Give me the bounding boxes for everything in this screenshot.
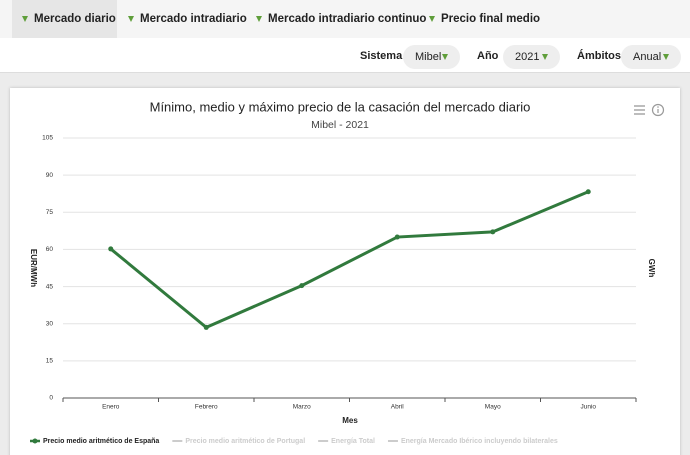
chart-card (10, 88, 680, 455)
y-tick-label: 45 (46, 283, 54, 290)
tab-arrow (256, 16, 262, 22)
y-tick-label: 75 (46, 209, 54, 216)
legend-label[interactable]: Energía Mercado Ibérico incluyendo bilat… (401, 438, 558, 445)
tab[interactable]: Mercado diario (12, 0, 117, 38)
tab-label[interactable]: Precio final medio (441, 13, 541, 25)
menu-icon[interactable] (634, 105, 645, 115)
chart-title: Mínimo, medio y máximo precio de la casa… (150, 99, 531, 114)
filter-label: Ámbitos (577, 50, 621, 62)
x-axis-label: Mes (342, 416, 358, 425)
tab[interactable]: Mercado intradiario continuo (246, 0, 426, 38)
tab-arrow (22, 16, 28, 22)
select-arrow (442, 54, 448, 60)
x-tick-label: Febrero (195, 404, 218, 411)
x-tick-label: Marzo (293, 404, 311, 411)
filter-select[interactable]: Mibel (403, 45, 460, 69)
y-axis-label: EUR/MWh (29, 249, 38, 287)
data-point (394, 234, 400, 240)
y-tick-label: 105 (42, 135, 53, 142)
tab-arrow (128, 16, 134, 22)
tab-bar: Mercado diario Mercado intradiario Merca… (0, 0, 690, 38)
series-line (109, 190, 589, 330)
chart-subtitle: Mibel - 2021 (311, 119, 369, 131)
legend-label[interactable]: Precio medio aritmético de España (43, 438, 159, 445)
legend-label[interactable]: Precio medio aritmético de Portugal (185, 438, 305, 445)
y-tick-label: 60 (46, 246, 54, 253)
tab-arrow (429, 16, 435, 22)
y-tick-label: 15 (46, 358, 54, 365)
filter-value[interactable]: Anual (633, 51, 662, 63)
y-tick-label: 0 (49, 395, 53, 402)
legend-swatch (32, 438, 38, 444)
tab-label[interactable]: Mercado diario (34, 13, 116, 25)
data-point (203, 324, 209, 330)
x-tick-label: Junio (580, 404, 596, 411)
data-point (585, 189, 591, 195)
info-icon[interactable] (651, 103, 665, 117)
y-tick-label: 30 (46, 320, 54, 327)
data-point (299, 283, 305, 289)
filter-bar (0, 38, 690, 73)
x-tick-label: Abril (391, 404, 405, 411)
tab-label[interactable]: Mercado intradiario continuo (268, 13, 427, 25)
select-arrow (542, 54, 548, 60)
y-tick-label: 90 (46, 172, 54, 179)
select-arrow (663, 54, 669, 60)
tab-label[interactable]: Mercado intradiario (140, 13, 247, 25)
x-tick-label: Mayo (485, 404, 501, 411)
tab[interactable]: Precio final medio (419, 0, 540, 38)
filter-label: Sistema (360, 50, 403, 62)
data-point (108, 246, 114, 252)
filter-select[interactable]: Anual (621, 45, 681, 69)
filter-select[interactable]: 2021 (503, 45, 560, 69)
x-tick-label: Enero (102, 404, 120, 411)
filter-value[interactable]: Mibel (415, 51, 442, 63)
filter-value[interactable]: 2021 (515, 51, 540, 63)
data-point (490, 229, 496, 235)
y2-axis-label: GWh (647, 259, 656, 278)
filter-label: Año (477, 50, 499, 62)
legend-label[interactable]: Energía Total (331, 438, 375, 445)
tab[interactable]: Mercado intradiario (118, 0, 247, 38)
